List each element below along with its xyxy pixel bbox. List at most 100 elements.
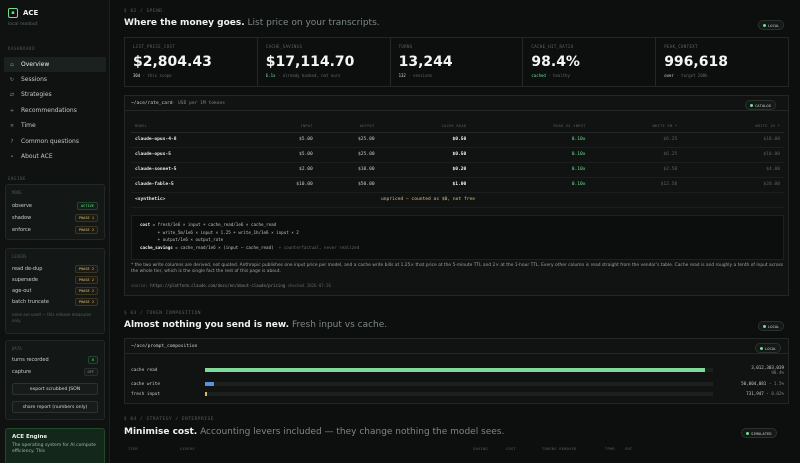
stat-caption: 6.1x · already banked, not ours bbox=[266, 73, 382, 78]
nav-item-label: Sessions bbox=[21, 76, 48, 83]
mode-row-observe[interactable]: observe ACTIVE bbox=[12, 202, 98, 210]
plus-icon: + bbox=[9, 107, 15, 114]
status-badge: ACTIVE bbox=[77, 202, 98, 210]
stat-label: PEAK_CONTEXT bbox=[664, 44, 698, 49]
badge-label: CATALOG bbox=[755, 102, 772, 108]
row-count: 50,004,081 bbox=[741, 381, 767, 386]
stat-label: TURNS bbox=[398, 44, 413, 49]
column-header: OUTPUT bbox=[312, 120, 375, 133]
token-heading: Almost nothing you send is new. Fresh in… bbox=[124, 320, 387, 330]
column-header: MODEL bbox=[131, 120, 251, 133]
row-percent: 0.02% bbox=[771, 391, 784, 396]
source-label: source: bbox=[131, 283, 148, 288]
column-header: TPHR bbox=[605, 447, 615, 451]
stat-label: LIST_PRICE_COST bbox=[133, 44, 176, 49]
stat-value: $2,804.43 bbox=[133, 54, 212, 70]
stat-cache-hit-ratio: CACHE_HIT_RATIO 98.4% cached · healthy bbox=[523, 38, 657, 86]
status-dot-icon bbox=[760, 346, 763, 350]
input-cell: $2.00 bbox=[251, 162, 313, 178]
stat-caption: over · target 200k bbox=[664, 73, 780, 78]
stat-turns: TURNS 13,244 132 · sessions bbox=[391, 38, 524, 86]
formula-comment: ← counterfactual, never realized bbox=[273, 244, 360, 250]
export-json-button[interactable]: export scrubbed JSON bbox=[12, 383, 98, 395]
stat-value: 996,618 bbox=[664, 54, 728, 70]
table-row: claude-sonnet-5 $2.00 $10.00 $0.20 0.10x… bbox=[131, 162, 784, 178]
nav-item-common-questions[interactable]: ? Common questions bbox=[4, 134, 106, 149]
output-cell: $25.00 bbox=[312, 147, 375, 163]
output-cell: $25.00 bbox=[312, 132, 375, 148]
stat-caption-key: 30d bbox=[133, 73, 141, 78]
column-header: SHT bbox=[625, 447, 633, 451]
stat-peak-context: PEAK_CONTEXT 996,618 over · target 200k bbox=[656, 38, 788, 86]
nav-item-strategies[interactable]: ⇄ Strategies bbox=[4, 87, 106, 102]
unpriced-note: unpriced — counted as $0, not free bbox=[251, 192, 784, 208]
write-1h-cell: $20.00 bbox=[677, 177, 784, 193]
capture-toggle[interactable]: OFF bbox=[83, 368, 98, 376]
mode-label: observe bbox=[12, 203, 33, 209]
cache-read-cell: $1.00 bbox=[374, 177, 467, 193]
composition-row-fresh-input: fresh input 731,947 · 0.02% bbox=[131, 389, 784, 399]
row-count: 731,947 bbox=[746, 391, 764, 396]
stat-caption: 30d · this scope bbox=[133, 73, 249, 78]
heading-sub: Fresh input vs cache. bbox=[291, 320, 388, 330]
status-dot-icon bbox=[763, 324, 766, 328]
composition-card-header: ~/ace/prompt_composition bbox=[125, 339, 788, 354]
square-icon: ▪ bbox=[8, 8, 18, 18]
stat-caption: cached · healthy bbox=[531, 73, 647, 78]
model-cell: claude-opus-5 bbox=[131, 147, 251, 163]
token-section-label: § 03 / TOKEN COMPOSITION bbox=[124, 311, 202, 316]
engine-section-title: ENGINE bbox=[8, 176, 27, 181]
lever-label: age-out bbox=[12, 288, 32, 294]
spend-section-label: § 02 / SPEND bbox=[124, 9, 163, 14]
column-header: CACHE READ bbox=[374, 120, 467, 133]
brand[interactable]: ▪ ACE bbox=[8, 8, 38, 18]
engine-title: ACE Engine bbox=[12, 434, 48, 440]
row-label: cache read bbox=[131, 367, 158, 373]
formula-key: cache_savings bbox=[140, 244, 173, 250]
card-path: ~/ace/rate_card bbox=[131, 100, 173, 106]
source-link[interactable]: https://platform.claude.com/docs/en/abou… bbox=[150, 283, 286, 288]
engine-card[interactable]: ACE Engine The operating system for AI c… bbox=[5, 428, 105, 463]
badge-label: SIMULATED bbox=[751, 430, 772, 436]
lever-label: read de-dup bbox=[12, 266, 43, 272]
stat-list-price-cost: LIST_PRICE_COST $2,804.43 30d · this sco… bbox=[125, 38, 258, 86]
square-icon: ▫ bbox=[10, 61, 14, 68]
nav-item-time[interactable]: × Time bbox=[4, 118, 106, 133]
nav-item-about[interactable]: • About ACE bbox=[4, 149, 106, 164]
refresh-icon: ↻ bbox=[9, 76, 15, 83]
pricing-note: * the two write columns are derived, not… bbox=[131, 263, 784, 274]
turns-row: turns recorded 0 bbox=[12, 356, 98, 364]
badge-label: LOCAL bbox=[768, 22, 780, 28]
ratio-cell: 0.10x bbox=[466, 177, 586, 193]
bar-fill bbox=[205, 382, 214, 386]
table-row: claude-opus-5 $5.00 $25.00 $0.50 0.10x $… bbox=[131, 147, 784, 163]
nav-item-label: Strategies bbox=[21, 91, 52, 98]
heading-sub: Accounting levers included — they change… bbox=[200, 427, 505, 437]
nav-item-recommendations[interactable]: + Recommendations bbox=[4, 103, 106, 118]
card-unit: · USD per 1M tokens bbox=[172, 100, 226, 106]
write-5m-cell: $2.50 bbox=[585, 162, 678, 178]
row-percent: 98.4% bbox=[771, 370, 784, 375]
formula-line: = cache_read/1e6 × (input − cache_read) bbox=[172, 244, 274, 250]
mode-row-shadow[interactable]: shadow PHASE 1 bbox=[12, 214, 98, 222]
lever-row: read de-dup PHASE 2 bbox=[12, 265, 98, 273]
levers-title: LEVERS bbox=[12, 254, 27, 259]
share-report-button[interactable]: share report (numbers only) bbox=[12, 401, 98, 413]
column-header: SAVING bbox=[473, 447, 488, 451]
dot-icon: • bbox=[10, 153, 14, 160]
status-badge: PHASE 1 bbox=[74, 214, 98, 222]
capture-label: capture bbox=[12, 369, 32, 375]
stat-label: CACHE_HIT_RATIO bbox=[531, 44, 574, 49]
stat-cache-savings: CACHE_SAVINGS $17,114.70 6.1x · already … bbox=[258, 38, 391, 86]
column-header: WRITE 5M * bbox=[585, 120, 678, 133]
stat-caption-key: over bbox=[664, 73, 674, 78]
lever-label: supersede bbox=[12, 277, 39, 283]
source-checked: checked 2026-07-26 bbox=[287, 283, 331, 288]
row-values: 3,012,303,039 98.4% bbox=[751, 365, 784, 376]
main-content: § 02 / SPEND Where the money goes. List … bbox=[111, 0, 800, 463]
nav-item-overview[interactable]: ▫ Overview bbox=[4, 57, 106, 72]
nav-item-sessions[interactable]: ↻ Sessions bbox=[4, 72, 106, 87]
capture-row[interactable]: capture OFF bbox=[12, 368, 98, 376]
bar-fill bbox=[205, 368, 705, 372]
mode-row-enforce[interactable]: enforce PHASE 2 bbox=[12, 226, 98, 234]
